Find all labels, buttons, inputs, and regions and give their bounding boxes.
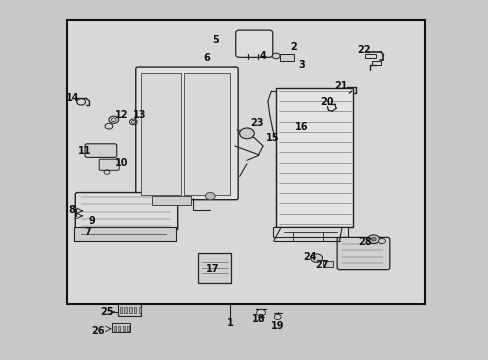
FancyBboxPatch shape xyxy=(136,67,238,200)
Bar xyxy=(122,326,124,331)
Text: 5: 5 xyxy=(211,35,218,45)
FancyBboxPatch shape xyxy=(336,237,389,270)
Circle shape xyxy=(131,121,135,123)
Bar xyxy=(74,227,176,241)
Text: 18: 18 xyxy=(252,314,265,324)
Bar xyxy=(124,307,126,314)
Bar xyxy=(371,61,380,65)
FancyBboxPatch shape xyxy=(85,144,117,157)
Text: 6: 6 xyxy=(203,53,209,63)
Bar xyxy=(118,304,141,316)
Bar xyxy=(276,88,352,227)
Text: 24: 24 xyxy=(303,252,316,262)
Circle shape xyxy=(274,315,281,319)
Circle shape xyxy=(370,237,375,241)
Bar xyxy=(141,73,181,195)
Bar xyxy=(279,54,294,61)
Bar xyxy=(114,326,116,331)
Circle shape xyxy=(367,235,379,243)
Bar xyxy=(322,261,332,267)
Text: 4: 4 xyxy=(259,51,266,61)
Text: 20: 20 xyxy=(320,97,333,107)
Text: 7: 7 xyxy=(84,227,91,237)
Text: 28: 28 xyxy=(358,237,371,247)
Text: 10: 10 xyxy=(115,158,128,168)
Bar xyxy=(118,326,120,331)
Bar xyxy=(183,73,230,195)
Bar xyxy=(129,307,131,314)
Circle shape xyxy=(111,118,116,122)
Bar xyxy=(66,21,424,304)
Circle shape xyxy=(272,53,280,59)
Text: 21: 21 xyxy=(334,81,347,91)
Text: 26: 26 xyxy=(91,325,105,336)
Text: 9: 9 xyxy=(89,216,96,226)
Circle shape xyxy=(310,254,322,262)
FancyBboxPatch shape xyxy=(75,193,177,230)
Bar xyxy=(120,307,122,314)
Bar xyxy=(152,196,190,205)
Bar xyxy=(134,307,136,314)
Text: 22: 22 xyxy=(357,45,370,55)
Text: 3: 3 xyxy=(298,60,305,70)
Circle shape xyxy=(256,310,265,316)
Circle shape xyxy=(378,238,385,243)
Text: 25: 25 xyxy=(100,307,114,317)
Text: 19: 19 xyxy=(270,321,284,331)
Text: 16: 16 xyxy=(295,122,308,132)
Text: 23: 23 xyxy=(249,118,263,128)
Text: 11: 11 xyxy=(78,145,91,156)
Bar xyxy=(365,54,375,58)
Text: 1: 1 xyxy=(226,319,233,328)
Bar xyxy=(272,226,347,237)
Bar xyxy=(112,323,130,332)
Bar xyxy=(139,307,141,314)
Text: 17: 17 xyxy=(205,264,219,274)
Text: 13: 13 xyxy=(133,111,146,121)
Text: 27: 27 xyxy=(314,260,327,270)
Circle shape xyxy=(239,128,254,139)
Text: 12: 12 xyxy=(115,111,128,121)
Bar xyxy=(198,253,231,283)
FancyBboxPatch shape xyxy=(235,30,272,57)
Text: 8: 8 xyxy=(68,206,75,216)
Bar xyxy=(127,326,129,331)
Text: 2: 2 xyxy=(289,42,296,52)
Text: 14: 14 xyxy=(66,93,80,103)
Text: 15: 15 xyxy=(265,133,279,143)
Circle shape xyxy=(205,193,215,200)
FancyBboxPatch shape xyxy=(99,159,119,170)
